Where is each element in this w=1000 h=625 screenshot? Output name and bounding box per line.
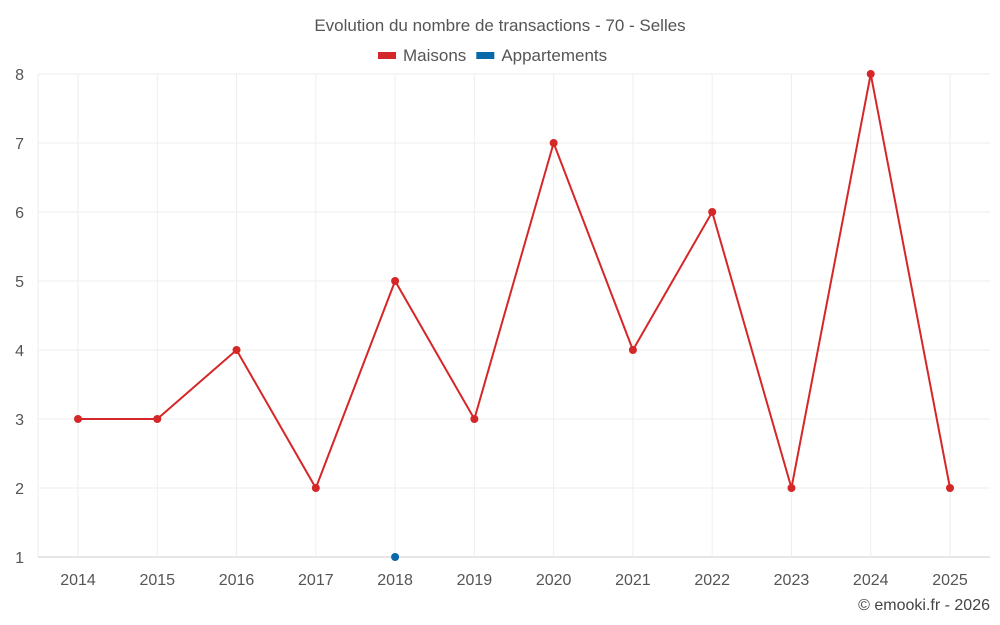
- y-tick-label: 8: [15, 67, 24, 84]
- x-tick-label: 2019: [457, 572, 493, 589]
- series-line: [78, 73, 951, 491]
- credit: © emooki.fr - 2026: [858, 597, 990, 614]
- x-tick-label: 2016: [219, 572, 255, 589]
- y-tick-label: 7: [15, 136, 24, 153]
- data-point: [153, 415, 162, 423]
- y-tick-label: 1: [15, 550, 24, 567]
- x-tick-label: 2018: [377, 572, 413, 589]
- legend-label: Appartements: [501, 46, 607, 65]
- data-point: [708, 208, 717, 216]
- data-point: [391, 553, 400, 561]
- data-point: [232, 346, 241, 354]
- series-appartements: [391, 553, 400, 561]
- data-point: [866, 70, 875, 78]
- axes: 1 2 3 4 5 6 7 8 2014 2015 2016 2017 2018 2019 2020 2021…: [15, 67, 968, 589]
- data-point: [391, 277, 400, 285]
- legend-swatch: [476, 52, 495, 59]
- y-tick-label: 2: [15, 481, 24, 498]
- legend-item-appartements: Appartements: [476, 46, 607, 65]
- data-point: [549, 139, 558, 147]
- legend-swatch: [378, 52, 396, 59]
- data-point: [787, 484, 796, 492]
- y-tick-label: 6: [15, 205, 24, 222]
- x-tick-label: 2020: [536, 572, 572, 589]
- x-tick-label: 2023: [774, 572, 810, 589]
- y-tick-label: 3: [15, 412, 24, 429]
- series: [74, 70, 954, 561]
- x-tick-label: 2025: [932, 572, 968, 589]
- x-tick-label: 2017: [298, 572, 334, 589]
- data-point: [74, 415, 82, 423]
- legend: Maisons Appartements: [378, 46, 607, 65]
- data-point: [946, 484, 954, 492]
- data-point: [470, 415, 479, 423]
- chart-title: Evolution du nombre de transactions - 70…: [314, 16, 685, 35]
- x-tick-label: 2022: [694, 572, 730, 589]
- y-tick-label: 4: [15, 343, 24, 360]
- series-maisons: [74, 70, 954, 492]
- data-point: [311, 484, 320, 492]
- x-tick-label: 2014: [60, 572, 96, 589]
- x-tick-label: 2024: [853, 572, 889, 589]
- legend-label: Maisons: [403, 46, 466, 65]
- y-tick-label: 5: [15, 274, 24, 291]
- x-tick-label: 2015: [139, 572, 175, 589]
- x-tick-label: 2021: [615, 572, 651, 589]
- legend-item-maisons: Maisons: [378, 46, 466, 65]
- data-point: [628, 346, 637, 354]
- grid: [37, 73, 990, 558]
